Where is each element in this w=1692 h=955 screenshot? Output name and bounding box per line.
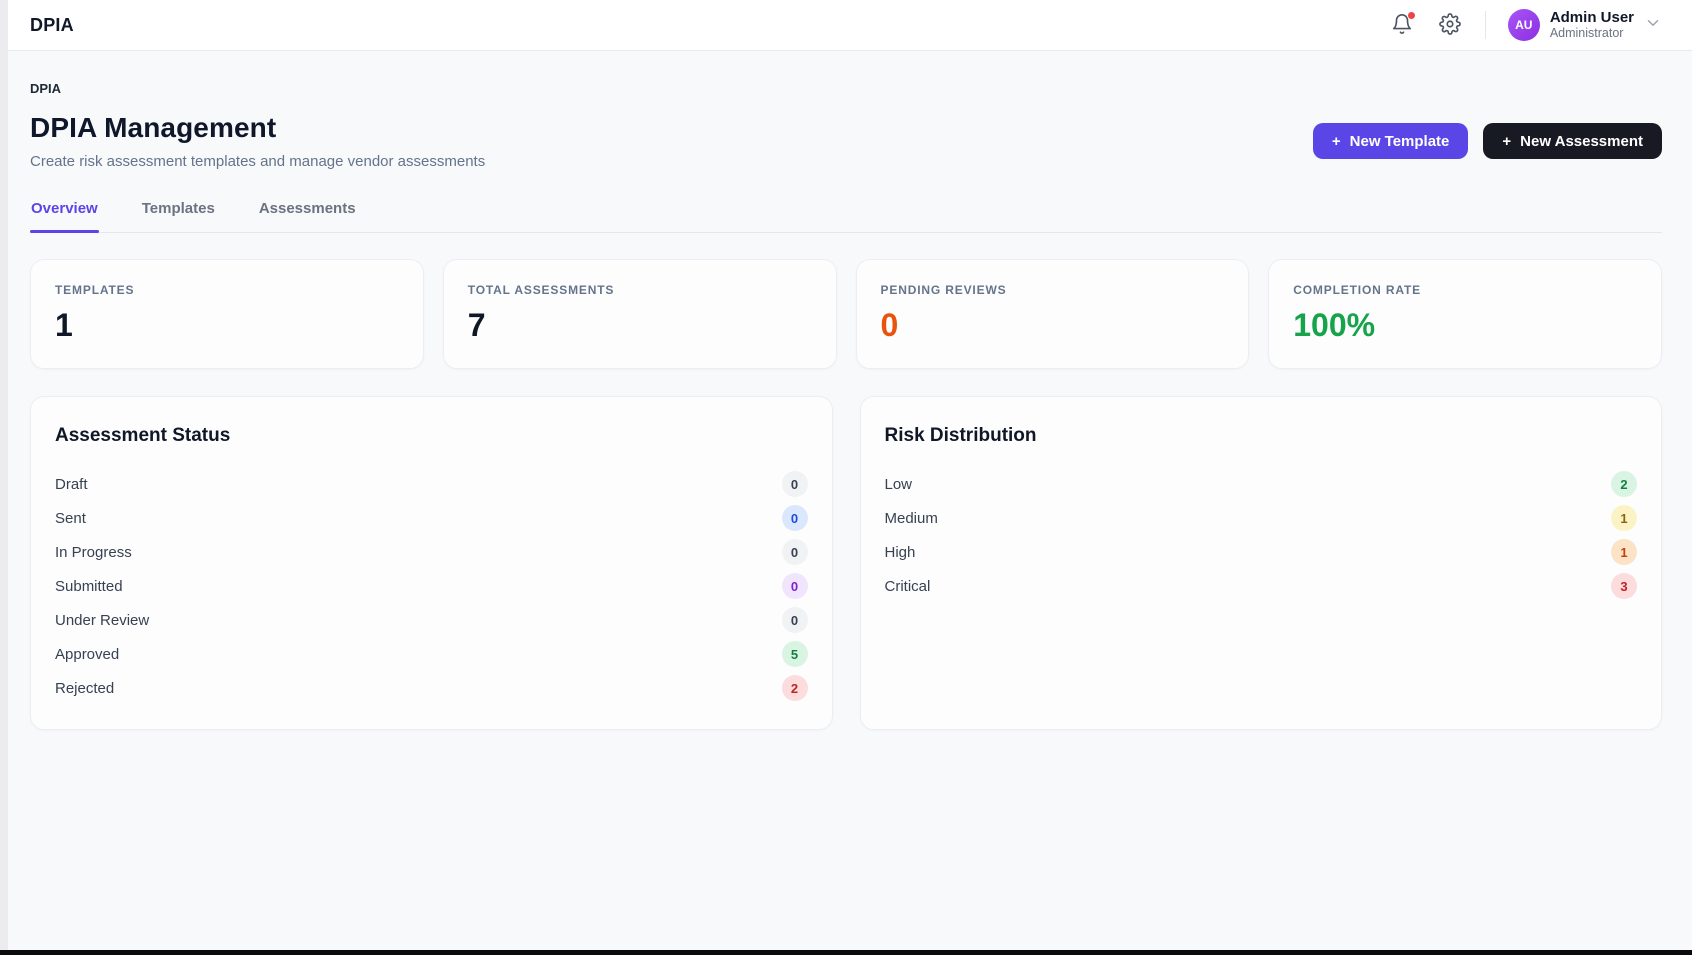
settings-button[interactable] [1437,12,1463,38]
risk-row-high: High 1 [884,535,1637,569]
page-title: DPIA Management [30,112,277,143]
bottom-edge-bar [0,950,1692,955]
risk-distribution-card: Risk Distribution Low 2 Medium 1 High 1 … [859,396,1662,730]
count-badge: 5 [781,641,808,667]
topbar-right-cluster: AU Admin User Administrator [1389,9,1662,41]
distribution-row: Assessment Status Draft 0 Sent 0 In Prog… [30,396,1662,730]
status-row-sent: Sent 0 [55,501,808,535]
status-row-in-progress: In Progress 0 [55,535,808,569]
stat-card-completion-rate: COMPLETION RATE 100% [1268,259,1662,369]
count-badge: 0 [781,573,808,599]
stat-value: 100% [1293,307,1376,343]
stat-value: 0 [880,307,899,343]
header-divider [1484,11,1486,39]
tab-templates[interactable]: Templates [141,200,216,232]
stat-value: 7 [467,307,486,343]
status-row-rejected: Rejected 2 [55,671,808,705]
stat-card-total-assessments: TOTAL ASSESSMENTS 7 [442,259,837,369]
tab-bar: Overview Templates Assessments [30,200,1662,233]
stat-card-pending-reviews: PENDING REVIEWS 0 [855,259,1250,369]
page-title-block: DPIA Management Create risk assessment t… [30,112,485,170]
stats-row: TEMPLATES 1 TOTAL ASSESSMENTS 7 PENDING … [30,259,1662,369]
status-row-approved: Approved 5 [55,637,808,671]
tab-overview[interactable]: Overview [30,200,99,233]
risk-row-medium: Medium 1 [884,501,1637,535]
stat-label: TOTAL ASSESSMENTS [467,283,615,297]
count-badge: 1 [1611,539,1637,565]
row-label: Sent [55,509,86,527]
page-header-row: DPIA Management Create risk assessment t… [30,112,1662,170]
row-label: Approved [55,645,120,663]
breadcrumb: DPIA [30,81,62,96]
row-label: Medium [884,509,938,527]
assessment-status-card: Assessment Status Draft 0 Sent 0 In Prog… [30,396,833,730]
new-assessment-label: New Assessment [1520,132,1643,150]
notifications-button[interactable] [1389,11,1416,38]
count-badge: 2 [1611,471,1637,497]
page-actions: + New Template + New Assessment [1312,123,1662,159]
stat-label: PENDING REVIEWS [880,283,1007,297]
plus-icon: + [1331,132,1341,150]
count-badge: 0 [781,539,808,565]
row-label: Rejected [55,679,115,697]
status-row-draft: Draft 0 [55,467,808,501]
chevron-down-icon [1644,14,1662,37]
user-name: Admin User [1549,8,1634,26]
count-badge: 0 [781,505,808,531]
row-label: In Progress [55,543,132,561]
new-template-button[interactable]: + New Template [1312,123,1469,159]
row-label: Submitted [55,577,123,595]
bell-icon [1391,13,1413,38]
user-profile-menu[interactable]: AU Admin User Administrator [1507,9,1662,41]
stat-label: COMPLETION RATE [1293,283,1421,297]
user-text-block: Admin User Administrator [1550,9,1634,41]
row-label: Under Review [55,611,150,629]
avatar: AU [1507,9,1540,41]
count-badge: 2 [781,675,808,701]
stat-card-templates: TEMPLATES 1 [30,259,424,369]
row-label: Draft [55,475,88,493]
main-content: DPIA DPIA Management Create risk assessm… [0,51,1692,730]
stat-label: TEMPLATES [55,283,135,297]
row-label: High [884,543,916,561]
plus-icon: + [1502,132,1512,150]
user-role: Administrator [1549,26,1624,41]
window-edge-strip [0,0,8,955]
new-assessment-button[interactable]: + New Assessment [1483,123,1662,159]
count-badge: 0 [781,471,808,497]
top-bar: DPIA AU Admin User [8,0,1692,51]
card-title: Assessment Status [55,425,231,446]
gear-icon [1438,12,1461,38]
page-subtitle: Create risk assessment templates and man… [30,153,486,170]
tab-assessments[interactable]: Assessments [258,200,357,232]
row-label: Low [884,475,913,493]
count-badge: 3 [1611,573,1637,599]
status-row-submitted: Submitted 0 [55,569,808,603]
new-template-label: New Template [1349,132,1450,150]
count-badge: 0 [781,607,808,633]
risk-row-critical: Critical 3 [884,569,1637,603]
status-row-under-review: Under Review 0 [55,603,808,637]
count-badge: 1 [1611,505,1637,531]
app-logo: DPIA [30,14,74,35]
notification-dot [1406,11,1416,20]
risk-row-low: Low 2 [884,467,1637,501]
stat-value: 1 [55,307,73,343]
card-title: Risk Distribution [884,425,1037,446]
row-label: Critical [884,577,931,595]
